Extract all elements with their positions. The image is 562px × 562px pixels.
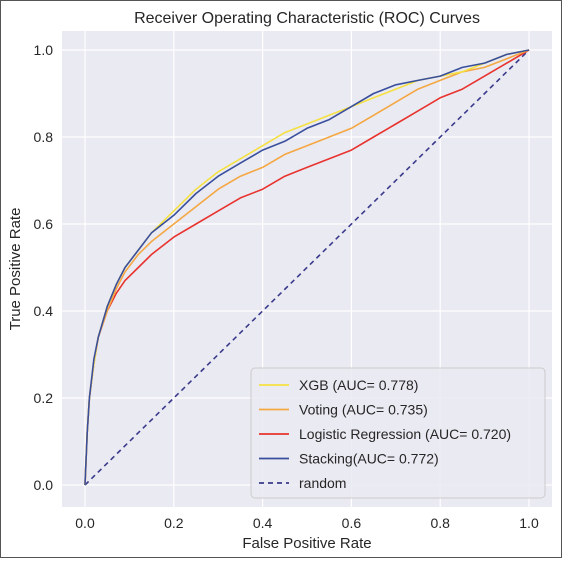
legend-entry: random xyxy=(299,475,346,491)
y-axis-label: True Positive Rate xyxy=(7,208,24,331)
legend-entry: Stacking(AUC= 0.772) xyxy=(299,451,439,467)
y-tick-label: 0.0 xyxy=(34,477,54,493)
grid-lines xyxy=(62,31,552,507)
y-tick-label: 1.0 xyxy=(34,42,54,58)
y-tick-label: 0.2 xyxy=(34,390,54,406)
y-tick-label: 0.8 xyxy=(34,129,54,145)
chart-title: Receiver Operating Characteristic (ROC) … xyxy=(134,10,480,27)
legend-entry: Logistic Regression (AUC= 0.720) xyxy=(299,426,511,442)
x-tick-label: 0.4 xyxy=(253,515,273,531)
x-tick-label: 0.6 xyxy=(342,515,362,531)
legend-box xyxy=(250,367,546,499)
x-tick-label: 0.8 xyxy=(430,515,450,531)
series-line-random xyxy=(84,49,530,486)
series-line-stacking-auc-0-772 xyxy=(84,49,530,486)
legend-entry: XGB (AUC= 0.778) xyxy=(299,377,418,393)
x-tick-label: 1.0 xyxy=(519,515,539,531)
series-lines xyxy=(84,49,530,486)
legend: XGB (AUC= 0.778) Voting (AUC= 0.735) Logis… xyxy=(250,367,546,499)
x-tick-label: 0.0 xyxy=(75,515,95,531)
x-tick-labels: 0.0 0.2 0.4 0.6 0.8 1.0 xyxy=(75,515,539,531)
y-tick-label: 0.6 xyxy=(34,216,54,232)
x-tick-label: 0.2 xyxy=(164,515,184,531)
legend-entry: Voting (AUC= 0.735) xyxy=(299,402,428,418)
y-tick-labels: 0.0 0.2 0.4 0.6 0.8 1.0 xyxy=(34,42,54,493)
x-axis-label: False Positive Rate xyxy=(242,535,371,552)
y-tick-label: 0.4 xyxy=(34,303,54,319)
